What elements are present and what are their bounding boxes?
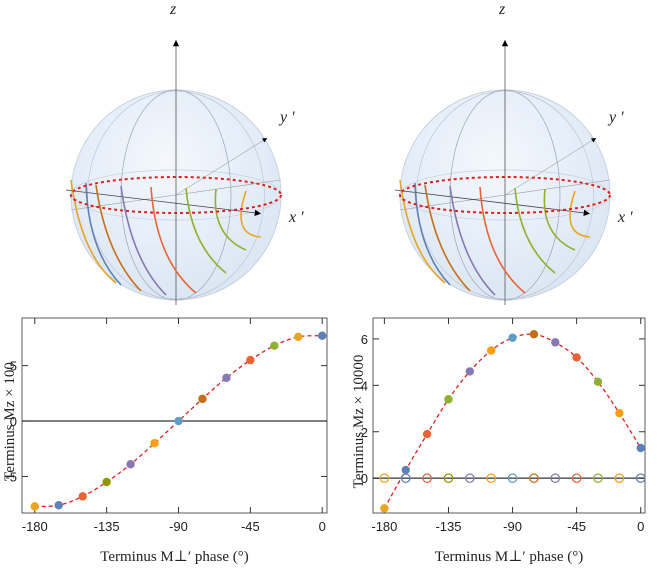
data-point xyxy=(401,465,410,475)
data-point xyxy=(550,473,561,484)
y-tick-label: 0 xyxy=(361,471,368,486)
data-point xyxy=(465,367,475,376)
data-point xyxy=(529,330,539,339)
data-point xyxy=(571,473,582,484)
x-tick-label: -135 xyxy=(435,519,461,534)
x-tick-label: -135 xyxy=(94,519,120,534)
x-tick-label: -90 xyxy=(503,519,522,534)
data-point xyxy=(246,355,255,365)
data-point xyxy=(443,473,454,484)
data-point xyxy=(294,332,303,342)
x-tick-label: 0 xyxy=(637,519,644,534)
y-tick-label: 4 xyxy=(361,378,368,393)
data-point xyxy=(30,502,39,511)
y-tick-label: -5 xyxy=(5,469,17,484)
data-point xyxy=(593,377,603,387)
x-tick-label: -45 xyxy=(241,519,260,534)
x-tick-label: -45 xyxy=(567,519,586,534)
data-point xyxy=(572,353,581,362)
data-point xyxy=(380,504,389,513)
data-point xyxy=(615,408,624,418)
data-point xyxy=(593,473,603,484)
plot-frame xyxy=(21,317,328,514)
x-tick-label: -90 xyxy=(169,519,188,534)
x-tick-label: 0 xyxy=(319,519,326,534)
y-axis-label: Terminus Mz × 100 xyxy=(2,362,18,481)
y-tick-label: 0 xyxy=(10,414,17,429)
data-point xyxy=(551,338,560,347)
data-point xyxy=(636,443,645,453)
data-point xyxy=(486,473,497,484)
data-point xyxy=(422,429,432,439)
y-tick-label: 5 xyxy=(10,359,17,374)
data-point xyxy=(635,473,646,484)
x-tick-label: -180 xyxy=(22,519,48,534)
data-point xyxy=(422,473,432,484)
data-point xyxy=(379,473,390,484)
bloch-sphere xyxy=(65,39,282,305)
data-point xyxy=(198,394,207,404)
data-point xyxy=(486,346,496,355)
y-tick-label: 2 xyxy=(361,425,368,440)
data-point xyxy=(529,473,539,484)
x-axis-label: Terminus M⊥′ phase (°) xyxy=(435,549,584,565)
data-point xyxy=(54,501,63,510)
data-point xyxy=(400,473,411,484)
axis-z: z xyxy=(169,1,177,18)
data-point xyxy=(444,395,453,404)
data-point xyxy=(174,416,183,426)
data-point xyxy=(126,460,135,469)
axis-x: x ' xyxy=(288,209,304,226)
data-point xyxy=(464,473,475,484)
axis-z: z xyxy=(498,1,506,18)
data-point xyxy=(270,341,279,350)
data-point xyxy=(222,373,231,383)
data-point xyxy=(102,477,111,487)
y-tick-label: 6 xyxy=(361,332,368,347)
axis-y: y ' xyxy=(278,109,295,126)
axis-x: x ' xyxy=(617,209,633,226)
bloch-sphere xyxy=(394,39,611,305)
data-point xyxy=(150,438,159,448)
data-point xyxy=(507,473,518,484)
x-axis-label: Terminus M⊥′ phase (°) xyxy=(100,549,249,565)
axis-y: y ' xyxy=(607,109,624,126)
data-point xyxy=(318,331,327,340)
y-axis-label: Terminus Mz × 10000 xyxy=(351,355,367,489)
data-point xyxy=(614,473,625,484)
x-tick-label: -180 xyxy=(371,519,397,534)
data-point xyxy=(508,333,517,342)
data-point xyxy=(78,492,87,501)
plot-frame xyxy=(372,317,646,514)
